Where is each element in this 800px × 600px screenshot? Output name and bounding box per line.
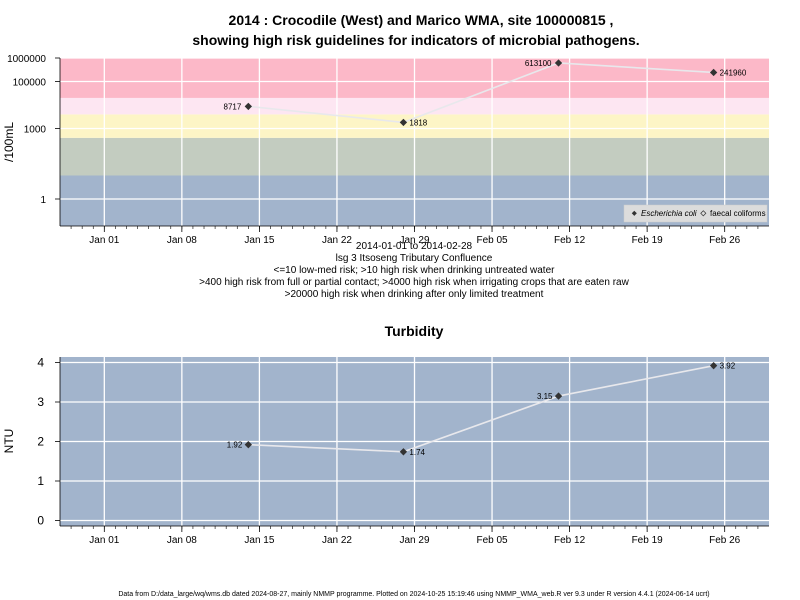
x-tick-label: Jan 08 [167,235,197,246]
microbial-panel: 1 1000 100000 1000000/100mL Jan 01 Jan 08 Jan … [2,54,769,246]
x-tick-label: Feb 19 [632,535,664,546]
x-tick-label: Jan 22 [322,235,352,246]
x-tick-label: Jan 01 [89,235,119,246]
x-tick-label: Jan 01 [89,535,119,546]
x-tick-label: Jan 22 [322,535,352,546]
ecoli-data-label: 1818 [409,118,427,127]
turbidity-data-label: 1.92 [227,441,243,450]
x-tick-label: Feb 05 [476,235,508,246]
y-tick-label: 4 [37,356,44,370]
turbidity-data-label: 3.92 [720,362,736,371]
legend-faecal-marker [700,210,707,217]
y-tick-label: 3 [37,395,44,409]
subtitle-site-name: lsg 3 Itsoseng Tributary Confluence [336,253,493,264]
x-tick-label: Jan 08 [167,535,197,546]
turbidity-point [709,361,718,370]
ecoli-point [399,118,408,127]
x-tick-label: Feb 26 [709,235,741,246]
x-tick-label: Jan 29 [399,235,429,246]
legend-box [623,204,768,223]
x-tick-label: Feb 26 [709,535,741,546]
x-tick-label: Feb 19 [632,235,664,246]
x-tick-label: Feb 05 [476,535,508,546]
y-tick-label: 100000 [13,78,47,89]
legend-faecal-label: faecal coliforms [710,209,766,218]
subtitle-date-range: 2014-01-01 to 2014-02-28 [356,241,473,252]
y-tick-label: 2 [37,435,44,449]
x-tick-label: Feb 12 [554,235,586,246]
turbidity-data-label: 3.15 [537,392,553,401]
ecoli-data-label: 613100 [525,59,552,68]
ecoli-series-line [248,62,714,124]
main-title-line2: showing high risk guidelines for indicat… [192,32,639,48]
ecoli-point [244,102,253,111]
y-tick-label: 0 [37,514,44,528]
y-tick-label: 1 [40,195,46,206]
y-tick-label: 1 [37,474,44,488]
x-tick-label: Jan 15 [244,235,274,246]
y-tick-label: 1000 [24,125,47,136]
turbidity-data-label: 1.74 [409,448,425,457]
x-tick-label: Feb 12 [554,535,586,546]
y-tick-label: 1000000 [7,54,46,65]
subtitle-guideline-10: <=10 low-med risk; >10 high risk when dr… [274,265,556,276]
turbidity-point [244,440,253,449]
legend-ecoli-label: Escherichia coli [641,209,697,218]
turbidity-panel: 0 1 2 3 4 NTU Jan 01 Jan 08 Jan 15 Jan 22 Jan 29 Fe… [2,356,769,546]
turbidity-point [399,448,408,456]
turbidity-series-line [248,364,714,453]
y-axis-label: NTU [2,429,16,454]
x-tick-label: Jan 29 [399,535,429,546]
subtitle-guideline-20000: >20000 high risk when drinking after onl… [285,289,544,300]
footer-note: Data from D:/data_large/wq/wms.db dated … [118,591,709,598]
y-axis-label: /100mL [2,122,16,162]
turbidity-title: Turbidity [385,323,444,339]
subtitle-guideline-400: >400 high risk from full or partial cont… [199,277,629,288]
x-tick-label: Jan 15 [244,535,274,546]
ecoli-data-label: 8717 [224,102,242,111]
main-title-line1: 2014 : Crocodile (West) and Marico WMA, … [229,12,614,28]
turbidity-point [554,392,563,400]
ecoli-data-label: 241960 [720,68,747,77]
